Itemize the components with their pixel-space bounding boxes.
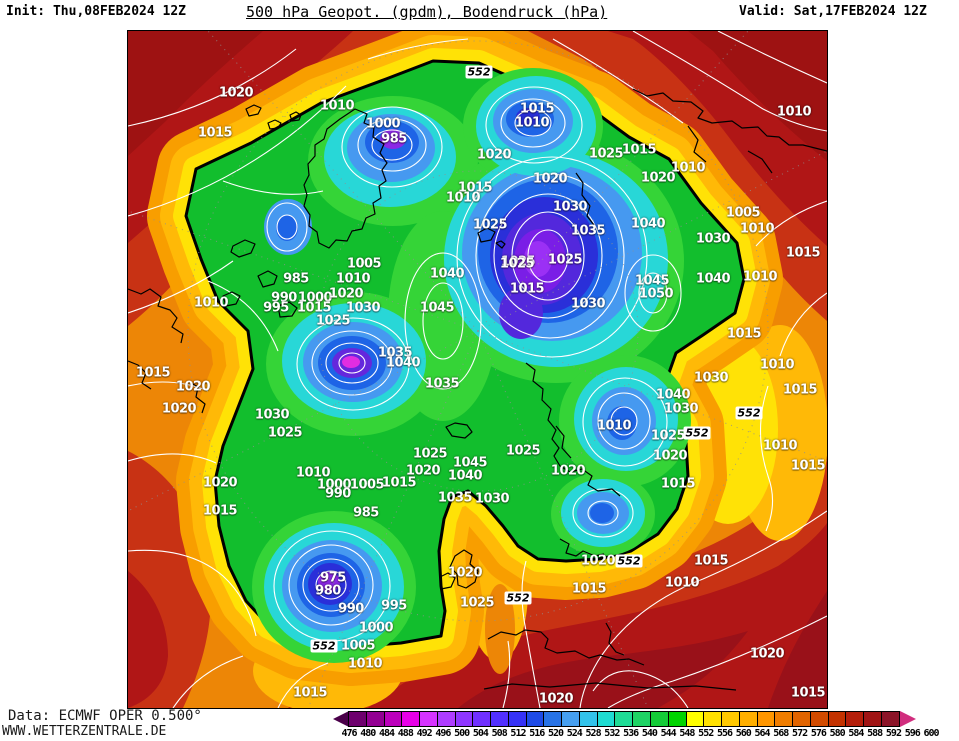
valid-time-label: Valid: Sat,17FEB2024 12Z xyxy=(739,4,927,19)
colorbar-segment xyxy=(419,711,438,727)
colorbar-tick: 540 xyxy=(641,728,658,739)
data-source-label: Data: ECMWF OPER 0.500° xyxy=(8,708,202,724)
map-artwork xyxy=(128,31,827,708)
colorbar-segment xyxy=(578,711,598,727)
colorbar-segment xyxy=(525,711,545,727)
colorbar-tick: 532 xyxy=(604,728,620,739)
colorbar-tick: 580 xyxy=(829,728,846,739)
colorbar-tick: 484 xyxy=(379,728,395,739)
website-label: WWW.WETTERZENTRALE.DE xyxy=(2,724,167,739)
colorbar-segment xyxy=(490,711,509,727)
colorbar-tick: 564 xyxy=(754,728,771,739)
colorbar: 476 480 484 488 492 496 500 504 508 512 516 520 524 5… xyxy=(333,711,947,741)
colorbar-segment xyxy=(650,711,669,727)
colorbar-tick: 556 xyxy=(716,728,733,739)
colorbar-segment xyxy=(792,711,811,727)
colorbar-tick: 560 xyxy=(735,728,752,739)
colorbar-tick: 488 xyxy=(397,728,414,739)
chart-title: 500 hPa Geopot. (gpdm), Bodendruck (hPa) xyxy=(246,3,608,21)
colorbar-segment xyxy=(827,711,847,727)
colorbar-tick: 528 xyxy=(585,728,602,739)
colorbar-tick: 572 xyxy=(792,728,808,739)
colorbar-tick-row: 476 480 484 488 492 496 500 504 508 512 516 520 524 5… xyxy=(333,728,947,740)
colorbar-segment xyxy=(614,711,634,727)
colorbar-tick: 504 xyxy=(472,728,489,739)
colorbar-segment xyxy=(863,711,882,727)
colorbar-segment xyxy=(454,711,474,727)
colorbar-segment xyxy=(472,711,492,727)
colorbar-tick: 480 xyxy=(360,728,376,739)
colorbar-segment xyxy=(632,711,652,727)
colorbar-segment xyxy=(561,711,580,727)
colorbar-tick: 588 xyxy=(867,728,883,739)
colorbar-segment xyxy=(401,711,421,727)
colorbar-tick: 508 xyxy=(491,728,508,739)
colorbar-segment xyxy=(809,711,829,727)
colorbar-tick: 516 xyxy=(529,728,545,739)
colorbar-segment xyxy=(365,711,385,727)
colorbar-tick: 576 xyxy=(810,728,827,739)
colorbar-segment xyxy=(667,711,687,727)
colorbar-segment xyxy=(383,711,403,727)
colorbar-right-arrow xyxy=(899,711,916,727)
colorbar-tick: 592 xyxy=(885,728,902,739)
colorbar-tick: 548 xyxy=(679,728,695,739)
colorbar-segment xyxy=(543,711,563,727)
colorbar-tick: 524 xyxy=(566,728,583,739)
colorbar-tick: 552 xyxy=(698,728,714,739)
colorbar-tick: 500 xyxy=(454,728,470,739)
colorbar-segment xyxy=(721,711,740,727)
colorbar-tick: 492 xyxy=(416,728,433,739)
colorbar-scale xyxy=(333,711,947,727)
colorbar-segment xyxy=(738,711,758,727)
colorbar-tick: 520 xyxy=(547,728,564,739)
colorbar-segment xyxy=(348,711,367,727)
weather-map: 1020 1010 1000 985 1015 1015 1010 1020 1025 1015 1… xyxy=(127,30,828,709)
colorbar-segment xyxy=(703,711,723,727)
init-time-label: Init: Thu,08FEB2024 12Z xyxy=(6,4,187,19)
colorbar-segment xyxy=(685,711,705,727)
colorbar-tick: 512 xyxy=(510,728,526,739)
colorbar-left-arrow xyxy=(333,711,349,727)
colorbar-tick: 600 xyxy=(923,728,939,739)
colorbar-segment xyxy=(596,711,616,727)
colorbar-tick: 584 xyxy=(848,728,864,739)
colorbar-tick: 476 xyxy=(341,728,357,739)
colorbar-segment xyxy=(774,711,794,727)
colorbar-tick: 544 xyxy=(660,728,677,739)
colorbar-segment xyxy=(845,711,865,727)
colorbar-segment xyxy=(436,711,456,727)
colorbar-tick: 596 xyxy=(904,728,921,739)
colorbar-tick: 536 xyxy=(623,728,639,739)
colorbar-tick: 496 xyxy=(435,728,451,739)
colorbar-tick: 568 xyxy=(773,728,789,739)
colorbar-segment xyxy=(756,711,776,727)
colorbar-segment xyxy=(880,711,900,727)
colorbar-segment xyxy=(507,711,527,727)
